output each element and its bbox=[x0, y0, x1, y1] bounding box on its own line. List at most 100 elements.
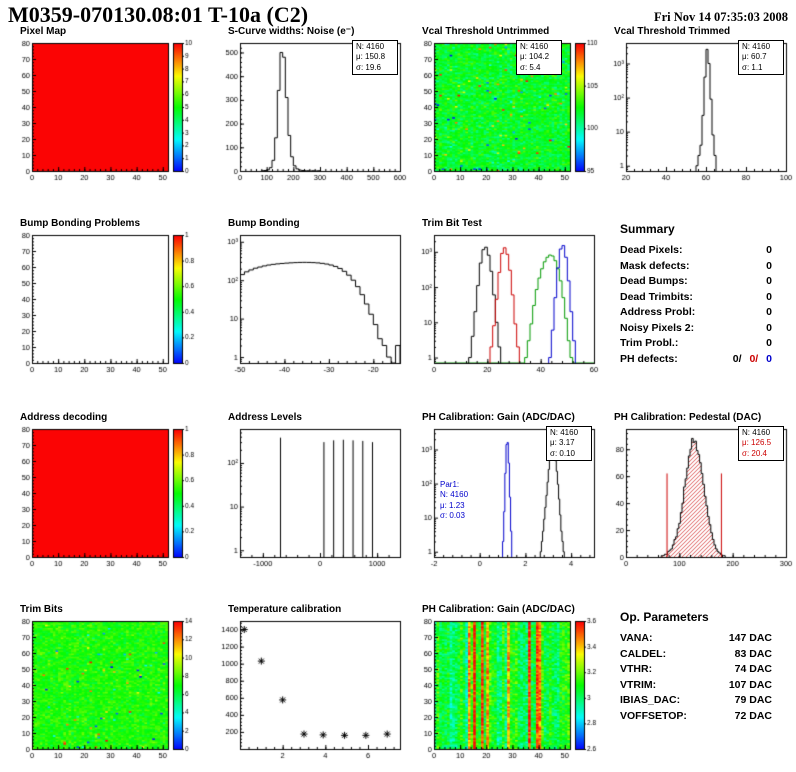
row-label: IBIAS_DAC: bbox=[620, 694, 681, 706]
chart-cell-bump-bonding-problems: Bump Bonding Problems bbox=[6, 218, 202, 384]
plot-title: PH Calibration: Pedestal (DAC) bbox=[614, 412, 762, 423]
summary-row-address-probl: Address Probl: 0 bbox=[620, 305, 772, 321]
stat-sigma: σ: 19.6 bbox=[356, 62, 381, 72]
chart-cell-ph-pedestal: PH Calibration: Pedestal (DAC) N: 4160 μ… bbox=[600, 412, 796, 578]
summary-row-noisy-pixels: Noisy Pixels 2: 0 bbox=[620, 321, 772, 337]
chart-cell-bump-bonding: Bump Bonding bbox=[214, 218, 410, 384]
plot-title: Temperature calibration bbox=[228, 604, 342, 615]
op-row-ibias-dac: IBIAS_DAC: 79 DAC bbox=[620, 693, 772, 709]
chart-cell-trim-bit-test: Trim Bit Test bbox=[408, 218, 604, 384]
stat-mean: μ: 60.7 bbox=[742, 52, 767, 62]
plot-title: Address Levels bbox=[228, 412, 302, 423]
stat-sigma: σ: 20.4 bbox=[742, 448, 767, 458]
row-label: Dead Pixels: bbox=[620, 244, 683, 256]
ph-gain-map-plot bbox=[408, 615, 604, 765]
address-levels-plot bbox=[214, 423, 410, 573]
chart-cell-vcal-untrimmed: Vcal Threshold Untrimmed N: 4160 μ: 104.… bbox=[408, 26, 604, 192]
row-value: 0 bbox=[766, 259, 772, 272]
stat-entries: N: 4160 bbox=[440, 490, 469, 500]
row-value: 83 DAC bbox=[734, 647, 772, 660]
op-row-vthr: VTHR: 74 DAC bbox=[620, 662, 772, 678]
plot-title: PH Calibration: Gain (ADC/DAC) bbox=[422, 604, 575, 615]
stat-sigma: σ: 0.03 bbox=[440, 511, 465, 521]
row-label: CALDEL: bbox=[620, 647, 667, 660]
row-label: Mask defects: bbox=[620, 259, 690, 272]
stats-box: N: 4160 μ: 60.7 σ: 1.1 bbox=[738, 40, 784, 76]
summary-row-mask-defects: Mask defects: 0 bbox=[620, 259, 772, 275]
row-label: Trim Probl.: bbox=[620, 337, 679, 349]
chart-cell-ph-gain-hist: PH Calibration: Gain (ADC/DAC) N: 4160 μ… bbox=[408, 412, 604, 578]
trim-bit-test-plot bbox=[408, 229, 604, 379]
stat-entries: N: 4160 bbox=[550, 428, 579, 437]
trim-bits-map-plot bbox=[6, 615, 202, 765]
row-value: 79 DAC bbox=[734, 694, 772, 706]
ph-defects-blue: 0 bbox=[766, 352, 772, 365]
op-row-voffsetop: VOFFSETOP: 72 DAC bbox=[620, 709, 772, 725]
stat-mean: μ: 150.8 bbox=[356, 52, 386, 62]
summary-row-dead-bumps: Dead Bumps: 0 bbox=[620, 274, 772, 290]
ph-defects-red: 0/ bbox=[749, 352, 759, 365]
chart-cell-vcal-trimmed: Vcal Threshold Trimmed N: 4160 μ: 60.7 σ… bbox=[600, 26, 796, 192]
summary-row-dead-trimbits: Dead Trimbits: 0 bbox=[620, 290, 772, 306]
vcal-untrimmed-plot bbox=[408, 37, 604, 187]
pixel-map-plot bbox=[6, 37, 202, 187]
stats-box: N: 4160 μ: 126.5 σ: 20.4 bbox=[738, 426, 784, 462]
row-value: 0 bbox=[766, 321, 772, 334]
plot-title: S-Curve widths: Noise (e⁻) bbox=[228, 26, 355, 37]
stat-mean: μ: 104.2 bbox=[520, 52, 550, 62]
row-value: 0 bbox=[766, 306, 772, 318]
stat-mean: μ: 126.5 bbox=[742, 438, 772, 448]
chart-cell-address-levels: Address Levels bbox=[214, 412, 410, 578]
stat-entries: N: 4160 bbox=[742, 42, 771, 51]
plot-title: Vcal Threshold Trimmed bbox=[614, 26, 731, 37]
row-value: 0 bbox=[766, 337, 772, 349]
row-value: 147 DAC bbox=[728, 632, 772, 644]
summary-row-dead-pixels: Dead Pixels: 0 bbox=[620, 243, 772, 259]
row-label: VANA: bbox=[620, 632, 653, 644]
row-label: VOFFSETOP: bbox=[620, 709, 687, 722]
summary-title: Summary bbox=[620, 222, 675, 236]
stat-sigma: σ: 5.4 bbox=[520, 62, 541, 72]
stat-par-label: Par1: bbox=[440, 480, 460, 489]
stats-box: N: 4160 μ: 104.2 σ: 5.4 bbox=[516, 40, 562, 76]
stat-entries: N: 4160 bbox=[520, 42, 549, 51]
row-label: Address Probl: bbox=[620, 306, 696, 318]
stat-entries: N: 4160 bbox=[356, 42, 385, 51]
row-value: 107 DAC bbox=[728, 678, 772, 691]
stat-mean: μ: 1.23 bbox=[440, 500, 465, 510]
stat-mean: μ: 3.17 bbox=[550, 438, 575, 448]
temperature-calibration-plot bbox=[214, 615, 410, 765]
ph-defects-values: 0/ 0/ 0 bbox=[728, 352, 772, 368]
plot-title: Vcal Threshold Untrimmed bbox=[422, 26, 550, 37]
bump-bonding-plot bbox=[214, 229, 410, 379]
row-value: 74 DAC bbox=[734, 663, 772, 675]
row-value: 72 DAC bbox=[734, 709, 772, 722]
stats-box: N: 4160 μ: 150.8 σ: 19.6 bbox=[352, 40, 398, 76]
op-row-vana: VANA: 147 DAC bbox=[620, 631, 772, 647]
op-parameters-panel: Op. Parameters VANA: 147 DAC CALDEL: 83 … bbox=[620, 610, 772, 724]
stat-sigma: σ: 1.1 bbox=[742, 62, 763, 72]
chart-cell-ph-gain-map: PH Calibration: Gain (ADC/DAC) bbox=[408, 604, 604, 770]
chart-cell-temperature-calibration: Temperature calibration bbox=[214, 604, 410, 770]
stat-sigma: σ: 0.10 bbox=[550, 448, 575, 458]
row-label: VTHR: bbox=[620, 663, 653, 675]
plot-title: PH Calibration: Gain (ADC/DAC) bbox=[422, 412, 575, 423]
row-label: Dead Trimbits: bbox=[620, 290, 693, 303]
op-parameters-title: Op. Parameters bbox=[620, 610, 709, 624]
op-row-vtrim: VTRIM: 107 DAC bbox=[620, 678, 772, 694]
summary-row-trim-probl: Trim Probl.: 0 bbox=[620, 336, 772, 352]
op-row-caldel: CALDEL: 83 DAC bbox=[620, 647, 772, 663]
plot-title: Trim Bits bbox=[20, 604, 63, 615]
row-value: 0 bbox=[766, 244, 772, 256]
row-value: 0 bbox=[766, 290, 772, 303]
row-label: Noisy Pixels 2: bbox=[620, 321, 695, 334]
chart-cell-pixel-map: Pixel Map bbox=[6, 26, 202, 192]
summary-row-ph-defects: PH defects: 0/ 0/ 0 bbox=[620, 352, 772, 368]
chart-cell-scurve-noise: S-Curve widths: Noise (e⁻) N: 4160 μ: 15… bbox=[214, 26, 410, 192]
fit-par1-stats: Par1: N: 4160 μ: 1.23 σ: 0.03 bbox=[440, 480, 468, 522]
bump-bonding-problems-plot bbox=[6, 229, 202, 379]
row-label: Dead Bumps: bbox=[620, 275, 688, 287]
chart-cell-trim-bits-map: Trim Bits bbox=[6, 604, 202, 770]
summary-panel: Summary Dead Pixels: 0 Mask defects: 0 D… bbox=[620, 222, 772, 367]
